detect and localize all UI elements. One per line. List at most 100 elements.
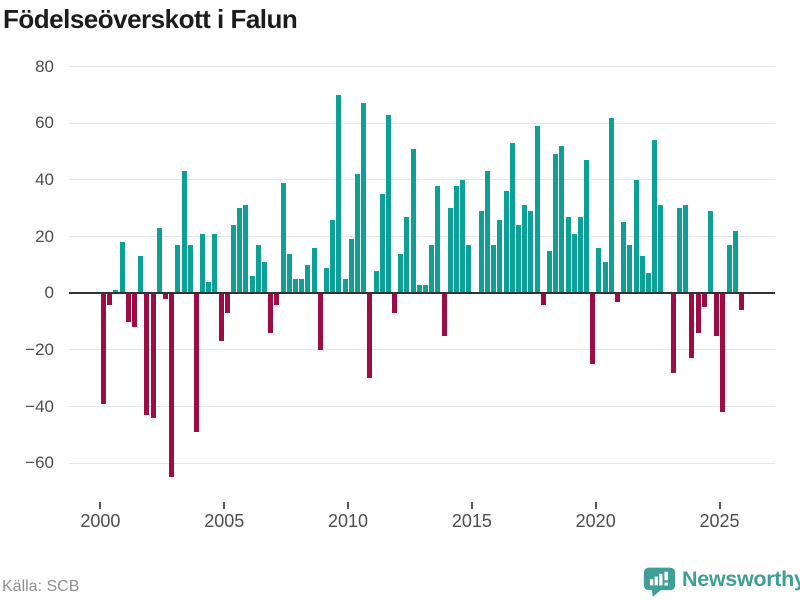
bar-2012Q2 <box>404 216 410 294</box>
bar-2005Q1 <box>224 293 230 314</box>
x-tick-2010 <box>347 502 350 509</box>
gridline--40 <box>69 406 775 408</box>
bar-2011Q2 <box>379 194 385 294</box>
bar-2017Q3 <box>534 126 540 294</box>
x-tick-2015 <box>470 502 473 509</box>
x-axis-label-2020: 2020 <box>575 511 616 531</box>
bar-2000Q2 <box>107 293 113 305</box>
bar-2006Q3 <box>262 262 268 294</box>
bar-2005Q4 <box>243 205 249 294</box>
gridline-20 <box>69 236 775 238</box>
x-tick-2005 <box>223 502 226 509</box>
bar-2003Q4 <box>193 293 199 433</box>
bar-2001Q4 <box>144 293 150 416</box>
bar-2015Q4 <box>491 245 497 294</box>
bar-2002Q2 <box>156 228 162 294</box>
bar-2002Q3 <box>162 293 168 299</box>
bar-2010Q2 <box>354 174 360 294</box>
zero-line <box>69 292 775 295</box>
bar-2003Q1 <box>175 245 181 294</box>
bar-2010Q4 <box>367 293 373 379</box>
bar-2007Q3 <box>286 253 292 294</box>
bar-2012Q3 <box>410 148 416 294</box>
chart-title: Födelseöverskott i Falun <box>3 4 298 34</box>
gridline-80 <box>69 66 775 68</box>
bar-2004Q2 <box>206 281 212 294</box>
bar-2023Q4 <box>689 293 695 359</box>
bar-2020Q4 <box>615 293 621 302</box>
y-axis-label-0: 0 <box>44 283 54 303</box>
bar-2009Q3 <box>336 94 342 294</box>
bar-2007Q4 <box>293 279 298 294</box>
bar-2001Q2 <box>131 293 137 328</box>
bar-2016Q2 <box>503 191 509 294</box>
bar-2011Q1 <box>373 270 379 294</box>
bar-2018Q1 <box>546 250 552 294</box>
bar-2018Q2 <box>553 154 559 294</box>
bar-2016Q1 <box>497 219 503 294</box>
bar-2018Q4 <box>565 216 571 294</box>
gridline--20 <box>69 349 775 351</box>
bar-2014Q2 <box>454 185 460 294</box>
y-axis-label--40: −40 <box>25 396 54 416</box>
bar-2007Q2 <box>280 182 286 294</box>
bar-2021Q2 <box>627 245 633 294</box>
bar-2021Q3 <box>633 179 639 294</box>
bar-2020Q2 <box>602 262 608 294</box>
bar-2022Q3 <box>658 205 664 294</box>
y-axis-label--60: −60 <box>25 453 54 473</box>
bar-2015Q2 <box>478 211 484 294</box>
bar-2000Q1 <box>101 293 106 404</box>
bar-2020Q1 <box>596 247 602 294</box>
bar-2019Q3 <box>584 160 590 294</box>
x-axis-label-2025: 2025 <box>699 511 740 531</box>
y-axis-label-80: 80 <box>35 56 54 76</box>
bar-2004Q4 <box>218 293 224 342</box>
bar-2025Q4 <box>738 293 744 311</box>
newsworthy-wordmark: Newsworthy <box>682 567 800 591</box>
bar-2024Q1 <box>695 293 701 333</box>
bar-2003Q2 <box>181 171 187 294</box>
bar-2000Q4 <box>119 242 125 294</box>
bar-2016Q3 <box>509 143 515 294</box>
bar-2001Q3 <box>138 256 144 294</box>
bar-2004Q3 <box>212 233 218 294</box>
bar-2025Q1 <box>720 293 726 413</box>
bar-2016Q4 <box>515 225 521 294</box>
bar-2004Q1 <box>200 233 206 294</box>
x-axis-label-2005: 2005 <box>204 511 245 531</box>
bar-2013Q3 <box>435 185 441 294</box>
bar-2005Q3 <box>237 208 243 294</box>
gridline-40 <box>69 179 775 181</box>
bar-2024Q4 <box>714 293 720 336</box>
bar-2010Q3 <box>361 103 367 294</box>
bar-2009Q2 <box>330 219 336 294</box>
x-tick-2000 <box>99 502 102 509</box>
x-axis-label-2015: 2015 <box>451 511 492 531</box>
newsworthy-logo[interactable]: Newsworthy <box>643 564 800 597</box>
bar-2010Q1 <box>348 239 354 294</box>
x-tick-2025 <box>718 502 721 509</box>
source-label: Källa: SCB <box>2 578 80 595</box>
bar-2025Q3 <box>732 230 738 294</box>
bar-2007Q1 <box>274 293 280 305</box>
gridline--60 <box>69 462 775 464</box>
x-tick-2020 <box>594 502 597 509</box>
bar-2011Q3 <box>385 114 391 294</box>
bar-2024Q3 <box>707 211 713 294</box>
bar-2021Q1 <box>621 222 627 294</box>
bar-2021Q4 <box>639 256 645 294</box>
x-axis-label-2000: 2000 <box>80 511 121 531</box>
bar-2023Q2 <box>677 208 682 294</box>
bar-2008Q2 <box>305 264 311 294</box>
bar-2022Q1 <box>646 273 652 294</box>
bar-2001Q1 <box>125 293 131 322</box>
bar-2013Q4 <box>441 293 447 336</box>
bar-2012Q4 <box>416 284 422 294</box>
bar-2023Q1 <box>670 293 676 373</box>
bar-2003Q3 <box>187 245 193 294</box>
bar-2006Q1 <box>249 276 255 294</box>
bar-2000Q3 <box>113 290 119 294</box>
bar-2008Q4 <box>317 293 323 350</box>
bar-2006Q2 <box>255 245 261 294</box>
